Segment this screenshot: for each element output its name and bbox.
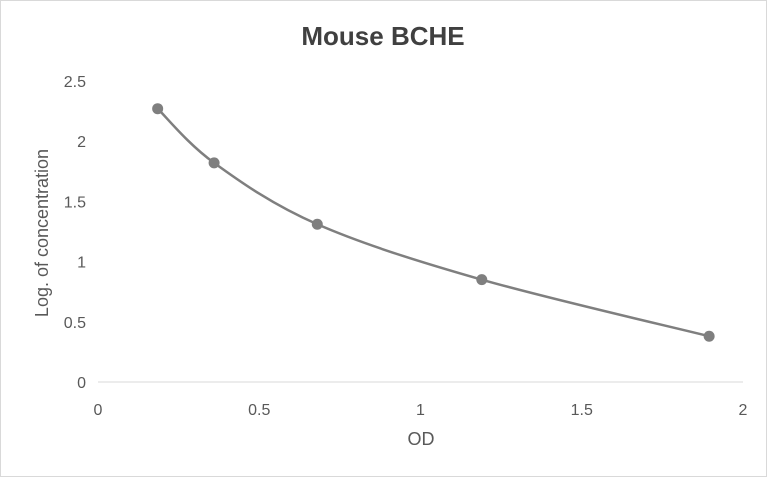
y-tick-label: 0 bbox=[77, 375, 86, 392]
y-tick-label: 2 bbox=[77, 134, 86, 151]
data-point bbox=[703, 330, 715, 342]
x-axis-ticks: 0 0.5 1 1.5 2 bbox=[94, 402, 748, 419]
x-tick-label: 2 bbox=[739, 402, 748, 419]
y-tick-label: 1 bbox=[77, 255, 86, 272]
x-tick-label: 0.5 bbox=[248, 402, 270, 419]
y-axis-label: Log. of concentration bbox=[32, 149, 52, 317]
data-point bbox=[152, 103, 164, 115]
data-point bbox=[311, 218, 323, 230]
y-axis-ticks: 0 0.5 1 1.5 2 2.5 bbox=[64, 74, 86, 392]
chart-title: Mouse BCHE bbox=[301, 21, 464, 51]
data-point bbox=[476, 274, 488, 286]
y-tick-label: 2.5 bbox=[64, 74, 86, 91]
x-tick-label: 0 bbox=[94, 402, 103, 419]
series-line bbox=[156, 107, 711, 338]
y-tick-label: 0.5 bbox=[64, 315, 86, 332]
data-points bbox=[152, 103, 715, 342]
y-tick-label: 1.5 bbox=[64, 194, 86, 211]
data-point bbox=[208, 157, 220, 169]
x-axis-label: OD bbox=[408, 429, 435, 449]
x-tick-label: 1.5 bbox=[571, 402, 593, 419]
x-tick-label: 1 bbox=[416, 402, 425, 419]
